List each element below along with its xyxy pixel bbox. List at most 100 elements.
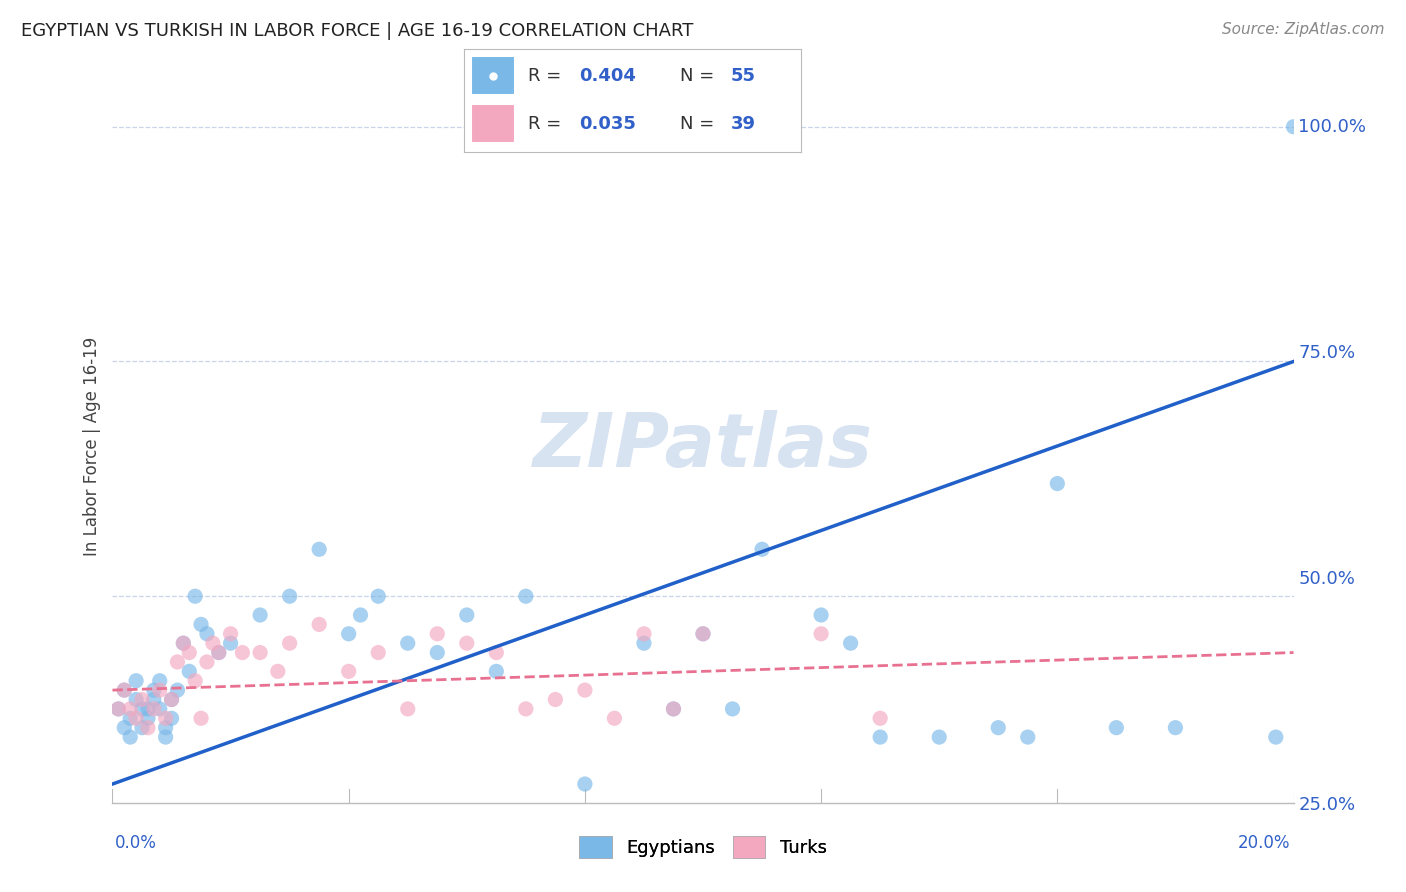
- Text: ZIPatlas: ZIPatlas: [533, 409, 873, 483]
- Point: [349, 607, 371, 622]
- Point: [456, 607, 478, 622]
- Point: [249, 607, 271, 622]
- Point: [515, 589, 537, 603]
- Point: [160, 711, 183, 725]
- Point: [107, 702, 129, 716]
- Point: [120, 702, 142, 716]
- Point: [142, 683, 165, 698]
- Point: [692, 627, 714, 641]
- Point: [869, 711, 891, 725]
- Point: [142, 692, 165, 706]
- Point: [278, 589, 301, 603]
- Text: N =: N =: [681, 115, 720, 133]
- Point: [515, 702, 537, 716]
- Point: [172, 636, 194, 650]
- Point: [160, 692, 183, 706]
- Point: [120, 711, 142, 725]
- Text: Source: ZipAtlas.com: Source: ZipAtlas.com: [1222, 22, 1385, 37]
- Text: 0.035: 0.035: [579, 115, 636, 133]
- Point: [190, 617, 212, 632]
- Point: [201, 636, 224, 650]
- Point: [184, 673, 207, 688]
- Point: [107, 702, 129, 716]
- Point: [426, 627, 449, 641]
- Text: 0.0%: 0.0%: [115, 834, 157, 852]
- Point: [278, 636, 301, 650]
- Point: [721, 702, 744, 716]
- Point: [396, 702, 419, 716]
- Point: [166, 683, 188, 698]
- Point: [120, 730, 142, 744]
- Point: [426, 646, 449, 660]
- Point: [337, 665, 360, 679]
- Point: [367, 589, 389, 603]
- Point: [131, 692, 153, 706]
- Point: [136, 721, 159, 735]
- Text: 55: 55: [731, 67, 755, 85]
- Text: 39: 39: [731, 115, 755, 133]
- Point: [574, 683, 596, 698]
- Point: [544, 692, 567, 706]
- Point: [337, 627, 360, 641]
- Point: [839, 636, 862, 650]
- Point: [1164, 721, 1187, 735]
- Point: [195, 655, 218, 669]
- Point: [155, 730, 177, 744]
- Point: [485, 665, 508, 679]
- Point: [396, 636, 419, 650]
- Point: [456, 636, 478, 650]
- Point: [367, 646, 389, 660]
- Text: R =: R =: [529, 67, 567, 85]
- Point: [184, 589, 207, 603]
- Point: [155, 721, 177, 735]
- Point: [1282, 120, 1305, 134]
- Text: N =: N =: [681, 67, 720, 85]
- Point: [633, 636, 655, 650]
- Text: 0.404: 0.404: [579, 67, 636, 85]
- Point: [136, 702, 159, 716]
- Point: [219, 636, 242, 650]
- Point: [810, 607, 832, 622]
- Point: [928, 730, 950, 744]
- Point: [155, 711, 177, 725]
- Point: [692, 627, 714, 641]
- Text: R =: R =: [529, 115, 567, 133]
- Bar: [471, 104, 515, 144]
- Point: [249, 646, 271, 660]
- Point: [1264, 730, 1286, 744]
- Point: [662, 702, 685, 716]
- Point: [987, 721, 1010, 735]
- Point: [308, 617, 330, 632]
- Point: [142, 702, 165, 716]
- Point: [131, 721, 153, 735]
- Point: [481, 69, 503, 83]
- Point: [603, 711, 626, 725]
- Point: [190, 711, 212, 725]
- Point: [662, 702, 685, 716]
- Point: [166, 655, 188, 669]
- Point: [179, 646, 201, 660]
- Point: [131, 702, 153, 716]
- Point: [574, 777, 596, 791]
- Text: EGYPTIAN VS TURKISH IN LABOR FORCE | AGE 16-19 CORRELATION CHART: EGYPTIAN VS TURKISH IN LABOR FORCE | AGE…: [21, 22, 693, 40]
- Point: [1046, 476, 1069, 491]
- Point: [112, 683, 135, 698]
- Point: [219, 627, 242, 641]
- Point: [125, 673, 148, 688]
- Point: [125, 711, 148, 725]
- Text: 20.0%: 20.0%: [1239, 834, 1291, 852]
- Point: [267, 665, 290, 679]
- Point: [1017, 730, 1039, 744]
- Point: [112, 721, 135, 735]
- Point: [810, 627, 832, 641]
- Y-axis label: In Labor Force | Age 16-19: In Labor Force | Age 16-19: [83, 336, 101, 556]
- Point: [112, 683, 135, 698]
- Point: [208, 646, 231, 660]
- Point: [179, 665, 201, 679]
- Point: [308, 542, 330, 557]
- Point: [149, 683, 172, 698]
- Bar: [471, 56, 515, 95]
- Point: [136, 711, 159, 725]
- Point: [125, 692, 148, 706]
- Legend: Egyptians, Turks: Egyptians, Turks: [572, 829, 834, 865]
